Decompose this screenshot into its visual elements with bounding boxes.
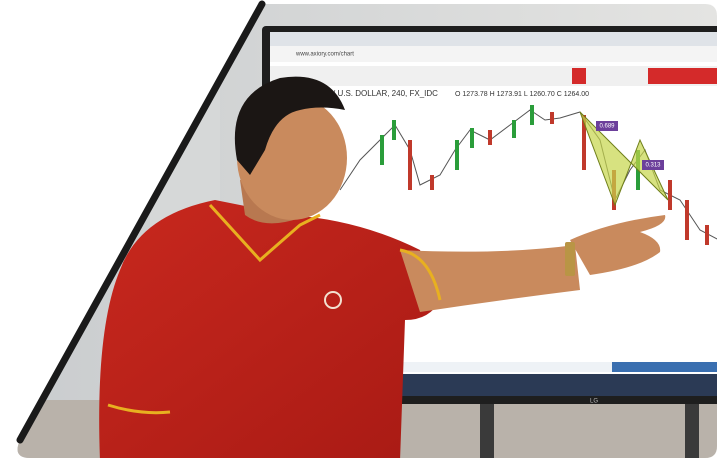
tv-brand: LG <box>590 399 598 405</box>
sleeve-trim <box>107 403 171 415</box>
tv-stand <box>685 395 699 458</box>
chart-toolbar <box>270 66 718 86</box>
arm <box>400 245 580 312</box>
collar <box>208 203 321 263</box>
watch <box>565 242 575 276</box>
toolbar-button <box>572 68 586 84</box>
harmonic-pattern <box>579 111 669 207</box>
card-edge <box>16 0 266 444</box>
toolbar-button <box>648 68 718 84</box>
tv-stand <box>480 395 494 458</box>
time-range <box>612 362 718 372</box>
url: www.axiory.com/chart <box>295 52 354 58</box>
address-bar <box>270 46 718 62</box>
ratio-badge <box>596 121 618 131</box>
browser-tabs <box>270 32 718 46</box>
ratio-label: 0.689 <box>599 124 615 130</box>
ratio-badge <box>642 160 664 170</box>
hair <box>234 76 345 175</box>
ratio-label: 0.313 <box>645 163 661 169</box>
ohlc: O 1273.78 H 1273.91 L 1260.70 C 1264.00 <box>455 91 589 98</box>
sleeve-trim <box>399 248 442 301</box>
time-axis <box>270 362 718 372</box>
shirt <box>99 200 440 458</box>
shirt-logo <box>324 291 342 309</box>
symbol: D / U.S. DOLLAR, 240, FX_IDC <box>325 89 438 98</box>
hand <box>570 215 666 275</box>
